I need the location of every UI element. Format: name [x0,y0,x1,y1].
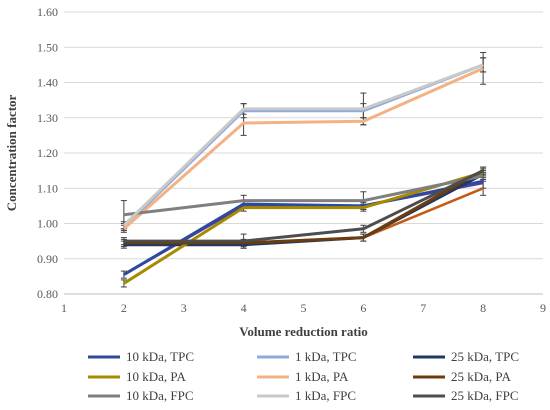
legend-item: 1 kDa, TPC [257,349,357,364]
y-tick-label: 1.50 [37,40,58,54]
legend-label: 1 kDa, FPC [295,388,356,403]
y-tick-label: 1.40 [37,76,58,90]
x-tick-label: 5 [301,301,307,315]
x-tick-label: 1 [61,301,67,315]
legend-item: 25 kDa, FPC [413,388,519,403]
legend-item: 10 kDa, PA [88,369,186,384]
legend-label: 10 kDa, FPC [126,388,194,403]
series-line [122,63,484,227]
gridlines [64,11,543,295]
series-line [122,67,484,230]
series-line [123,174,484,217]
y-tick-label: 1.20 [37,146,58,160]
legend-label: 10 kDa, TPC [126,349,194,364]
y-tick-label: 0.80 [37,287,58,301]
axes: 0.80 0.90 1.00 1.10 1.20 1.30 1.40 1.50 1.60 1 2 3 4… [37,5,546,315]
x-axis-title: Volume reduction ratio [239,324,368,339]
y-tick-label: 1.30 [37,111,58,125]
series-line [123,169,484,245]
y-tick-label: 1.60 [37,5,58,19]
y-axis-title: Concentration factor [4,94,19,211]
x-tick-label: 7 [420,301,426,315]
y-tick-label: 0.90 [37,252,58,266]
legend-item: 25 kDa, TPC [413,349,519,364]
x-tick-label: 2 [121,301,127,315]
legend-label: 10 kDa, PA [126,369,186,384]
legend-item: 10 kDa, FPC [88,388,194,403]
series-line [123,170,484,285]
x-tick-label: 6 [360,301,366,315]
y-tick-label: 1.10 [37,181,58,195]
legend-label: 25 kDa, PA [451,369,511,384]
series-line [123,169,484,243]
x-tick-label: 4 [241,301,247,315]
legend-label: 25 kDa, FPC [451,388,519,403]
legend-item: 10 kDa, TPC [88,349,194,364]
legend-item: 1 kDa, PA [257,369,349,384]
y-tick-label: 1.00 [37,217,58,231]
legend-label: 1 kDa, TPC [295,349,357,364]
legend-label: 25 kDa, TPC [451,349,519,364]
x-tick-label: 3 [181,301,187,315]
legend-label: 1 kDa, PA [295,369,349,384]
x-tick-label: 8 [480,301,486,315]
legend-item: 1 kDa, FPC [257,388,356,403]
legend: 10 kDa, TPC 1 kDa, TPC 25 kDa, TPC 10 kDa, … [88,349,519,403]
series-line [123,179,484,276]
series-lines [122,63,484,285]
x-tick-label: 9 [540,301,546,315]
legend-item: 25 kDa, PA [413,369,511,384]
